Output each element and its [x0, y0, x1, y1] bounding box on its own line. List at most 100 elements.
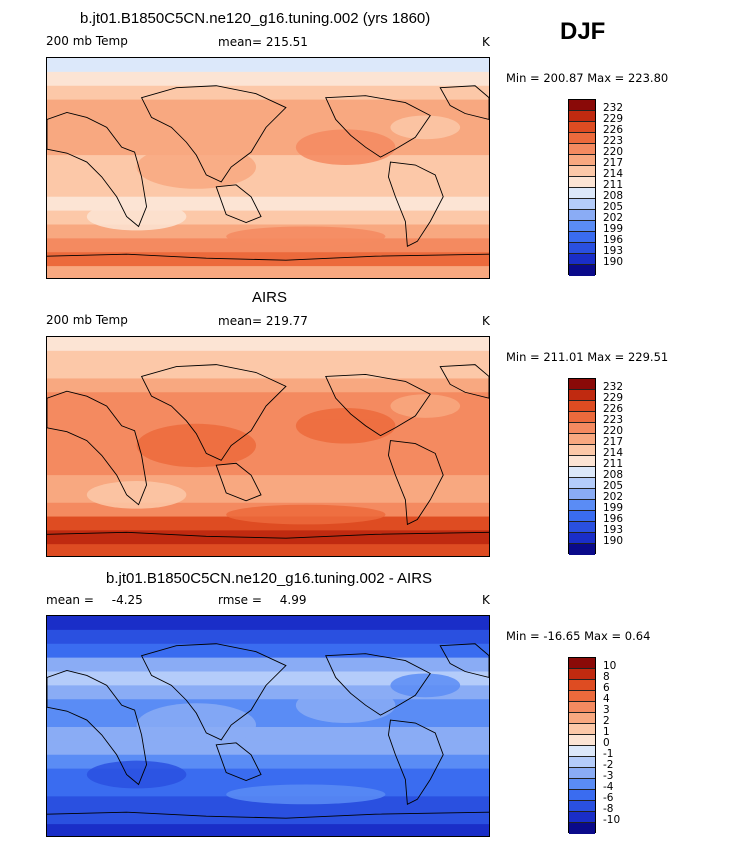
rmse-label-diff: rmse = 4.99 — [218, 593, 306, 607]
field-band — [47, 99, 489, 115]
field-band — [47, 824, 489, 836]
colorbar-cell — [569, 724, 595, 735]
colorbar-cell — [569, 522, 595, 533]
coastline — [325, 374, 431, 437]
colorbar-cell — [569, 511, 595, 522]
colorbar-cell — [569, 746, 595, 757]
mean-label-text: mean= — [218, 35, 263, 49]
mean-label-text: mean = — [46, 593, 94, 607]
rmse-value: 4.99 — [279, 593, 307, 607]
mean-label-model: mean= 215.51 — [218, 35, 308, 49]
panel-title-model: b.jt01.B1850C5CN.ne120_g16.tuning.002 (y… — [80, 10, 431, 27]
field-band — [47, 182, 489, 198]
colorbar-tick-label: 220 — [603, 425, 624, 437]
colorbar-tick-label: 10 — [603, 660, 617, 672]
field-band — [47, 796, 489, 812]
field-contour — [390, 115, 461, 140]
colorbar-tick-label: 214 — [603, 447, 624, 459]
colorbar-tick-label: 190 — [603, 535, 624, 547]
colorbar-cell — [569, 232, 595, 243]
field-band — [47, 713, 489, 728]
colorbar-cell — [569, 177, 595, 188]
minmax-obs: Min = 211.01 Max = 229.51 — [506, 350, 669, 364]
field-band — [47, 419, 489, 435]
field-band — [47, 392, 489, 408]
colorbar-tick-label: 190 — [603, 256, 624, 268]
colorbar-tick-label: 3 — [603, 704, 610, 716]
colorbar-cell — [569, 111, 595, 122]
mean-value: 219.77 — [265, 314, 308, 328]
field-band — [47, 447, 489, 463]
colorbar-tick-label: 211 — [603, 458, 624, 470]
map-diff — [46, 615, 490, 837]
colorbar-tick-label: 205 — [603, 201, 624, 213]
colorbar-tick-label: 223 — [603, 414, 624, 426]
colorbar-cell — [569, 423, 595, 434]
colorbar-tick-label: 8 — [603, 671, 610, 683]
colorbar-cell — [569, 790, 595, 801]
rmse-label-text: rmse = — [218, 593, 262, 607]
field-contour — [390, 394, 461, 418]
variable-label-model: 200 mb Temp — [46, 34, 128, 48]
colorbar-tick-label: 196 — [603, 234, 624, 246]
colorbar-cell — [569, 680, 595, 691]
colorbar-tick-label: -2 — [603, 759, 614, 771]
colorbar-tick-label: -6 — [603, 792, 614, 804]
colorbar-cell — [569, 379, 595, 390]
coastline — [140, 364, 287, 461]
coastline — [387, 440, 444, 526]
colorbar-cell — [569, 188, 595, 199]
units-label-diff: K — [482, 593, 490, 607]
colorbar-cell — [569, 390, 595, 401]
field-band — [47, 378, 489, 394]
field-band — [47, 71, 489, 87]
field-contour — [390, 673, 461, 698]
coastline — [140, 643, 287, 741]
colorbar-obs — [568, 378, 596, 555]
map-field-model — [47, 58, 489, 278]
coastline — [387, 161, 444, 247]
mean-value: -4.25 — [111, 593, 143, 607]
field-band — [47, 238, 489, 254]
field-contour — [86, 481, 187, 509]
mean-value: 215.51 — [265, 35, 308, 49]
colorbar-cell — [569, 243, 595, 254]
field-band — [47, 657, 489, 673]
mean-label-obs: mean= 219.77 — [218, 314, 308, 328]
coastline — [325, 95, 431, 158]
field-band — [47, 461, 489, 477]
colorbar-cell — [569, 779, 595, 790]
field-band — [47, 168, 489, 184]
colorbar-tick-label: 1 — [603, 726, 610, 738]
field-contour — [136, 703, 257, 747]
colorbar-tick-label: 226 — [603, 403, 624, 415]
colorbar-cell — [569, 412, 595, 423]
colorbar-cell — [569, 500, 595, 511]
colorbar-tick-label: 193 — [603, 524, 624, 536]
colorbar-cell — [569, 445, 595, 456]
field-band — [47, 544, 489, 556]
colorbar-cell — [569, 467, 595, 478]
colorbar-tick-label: 2 — [603, 715, 610, 727]
colorbar-cell — [569, 122, 595, 133]
colorbar-tick-label: 205 — [603, 480, 624, 492]
coastline — [387, 719, 444, 805]
colorbar-cell — [569, 812, 595, 823]
colorbar-tick-label: 208 — [603, 190, 624, 202]
coastline — [439, 85, 489, 120]
coastline — [439, 364, 489, 399]
colorbar-cell — [569, 544, 595, 555]
colorbar-cell — [569, 265, 595, 276]
colorbar-cell — [569, 691, 595, 702]
coastline — [47, 112, 148, 228]
minmax-diff: Min = -16.65 Max = 0.64 — [506, 629, 651, 643]
colorbar-cell — [569, 434, 595, 445]
field-band — [47, 85, 489, 101]
colorbar-tick-label: 196 — [603, 513, 624, 525]
field-contour — [226, 504, 386, 525]
colorbar-cell — [569, 144, 595, 155]
coastline — [140, 85, 287, 183]
map-model — [46, 57, 490, 279]
colorbar-tick-label: 226 — [603, 124, 624, 136]
colorbar-cell — [569, 489, 595, 500]
